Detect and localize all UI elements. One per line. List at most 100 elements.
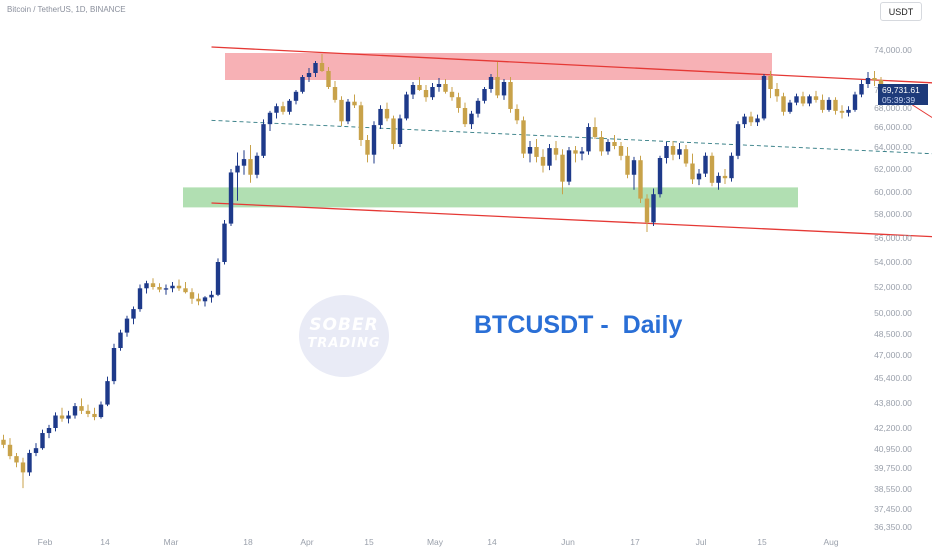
candle bbox=[430, 83, 434, 100]
y-tick-label: 47,000.00 bbox=[874, 350, 912, 360]
candle-body bbox=[846, 110, 850, 113]
candle bbox=[274, 104, 278, 119]
candle-body bbox=[716, 176, 720, 183]
candle-body bbox=[768, 76, 772, 89]
candle bbox=[469, 111, 473, 129]
x-tick-label: Feb bbox=[38, 537, 53, 547]
candle-body bbox=[872, 78, 876, 80]
candle-body bbox=[281, 106, 285, 112]
price-axis: 74,000.0070,000.0068,000.0066,000.0064,0… bbox=[874, 45, 912, 532]
candle bbox=[534, 139, 538, 162]
x-tick-label: 15 bbox=[757, 537, 767, 547]
candle-body bbox=[235, 166, 239, 173]
candle bbox=[612, 135, 616, 149]
candle-body bbox=[8, 445, 12, 456]
candle bbox=[638, 156, 642, 203]
candle bbox=[118, 330, 122, 351]
candle-body bbox=[105, 381, 109, 404]
candle bbox=[794, 94, 798, 106]
candle bbox=[775, 83, 779, 102]
x-tick-label: Aug bbox=[823, 537, 838, 547]
candle bbox=[625, 147, 629, 178]
candle bbox=[294, 90, 298, 104]
candle bbox=[833, 97, 837, 114]
candle-body bbox=[222, 224, 226, 262]
candle bbox=[112, 344, 116, 384]
candle bbox=[456, 93, 460, 113]
candle-body bbox=[346, 102, 350, 122]
candle-body bbox=[658, 158, 662, 194]
candle bbox=[814, 91, 818, 103]
candle-body bbox=[144, 283, 148, 288]
candle-body bbox=[27, 453, 31, 472]
candle-body bbox=[307, 73, 311, 77]
y-tick-label: 39,750.00 bbox=[874, 463, 912, 473]
candle bbox=[515, 104, 519, 124]
candle-body bbox=[703, 156, 707, 174]
candle-body bbox=[762, 76, 766, 118]
candle-body bbox=[170, 286, 174, 289]
candle bbox=[554, 141, 558, 160]
candle-body bbox=[40, 433, 44, 448]
candle bbox=[170, 282, 174, 292]
y-tick-label: 66,000.00 bbox=[874, 122, 912, 132]
candle bbox=[203, 296, 207, 306]
x-tick-label: Jul bbox=[696, 537, 707, 547]
candle bbox=[14, 453, 18, 467]
candle bbox=[40, 430, 44, 450]
candle-body bbox=[92, 414, 96, 417]
candle-body bbox=[229, 172, 233, 223]
candle-body bbox=[534, 147, 538, 157]
candle-body bbox=[580, 151, 584, 153]
x-tick-label: 14 bbox=[100, 537, 110, 547]
candle bbox=[359, 102, 363, 146]
candle bbox=[60, 408, 64, 422]
candle bbox=[391, 116, 395, 150]
candle bbox=[521, 117, 525, 158]
candle-body bbox=[411, 85, 415, 95]
y-tick-label: 60,000.00 bbox=[874, 187, 912, 197]
candle bbox=[872, 71, 876, 86]
candle-body bbox=[372, 125, 376, 155]
candle-body bbox=[125, 319, 129, 333]
y-tick-label: 36,350.00 bbox=[874, 522, 912, 532]
candle-body bbox=[456, 97, 460, 108]
candle bbox=[450, 87, 454, 101]
candle-body bbox=[138, 288, 142, 309]
candle-body bbox=[255, 156, 259, 175]
candle-body bbox=[313, 63, 317, 73]
candle-body bbox=[606, 142, 610, 151]
y-tick-label: 37,450.00 bbox=[874, 504, 912, 514]
candle bbox=[801, 92, 805, 106]
candle-body bbox=[443, 84, 447, 92]
candle-body bbox=[567, 150, 571, 181]
y-tick-label: 45,400.00 bbox=[874, 373, 912, 383]
candle-body bbox=[391, 118, 395, 144]
candle bbox=[437, 78, 441, 92]
y-tick-label: 54,000.00 bbox=[874, 257, 912, 267]
candle-body bbox=[183, 288, 187, 292]
candle-body bbox=[268, 113, 272, 124]
candle bbox=[807, 95, 811, 107]
candle-body bbox=[742, 117, 746, 125]
candle-body bbox=[294, 92, 298, 101]
y-tick-label: 58,000.00 bbox=[874, 209, 912, 219]
currency-button[interactable]: USDT bbox=[880, 2, 922, 21]
candle bbox=[53, 412, 57, 431]
candle-body bbox=[625, 156, 629, 175]
candle-body bbox=[261, 124, 265, 156]
candle bbox=[242, 150, 246, 174]
candle bbox=[164, 285, 168, 295]
candle bbox=[47, 425, 51, 438]
candle-body bbox=[34, 448, 38, 453]
candle bbox=[716, 172, 720, 189]
candle-body bbox=[736, 124, 740, 156]
candle bbox=[508, 77, 512, 113]
candle bbox=[742, 114, 746, 128]
x-tick-label: 18 bbox=[243, 537, 253, 547]
candle bbox=[658, 156, 662, 198]
candle-body bbox=[814, 96, 818, 100]
candle-body bbox=[586, 127, 590, 151]
